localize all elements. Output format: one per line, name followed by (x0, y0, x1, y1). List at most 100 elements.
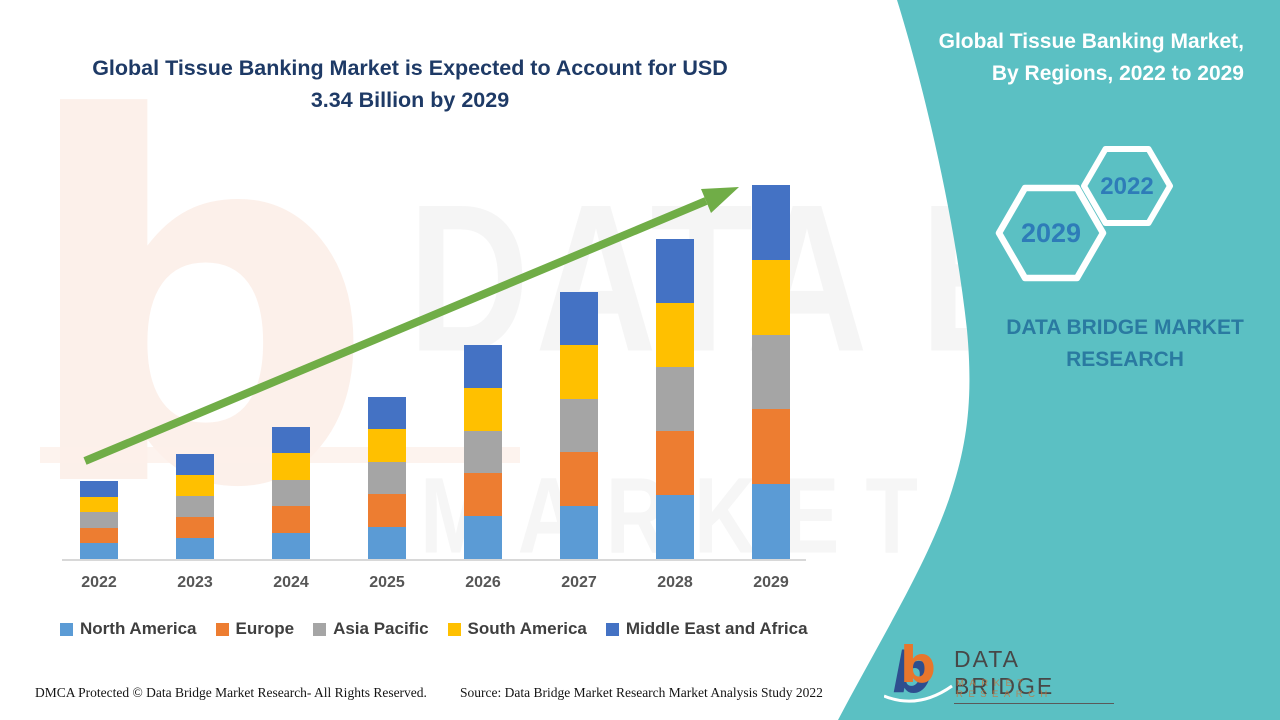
stacked-bar-2027 (560, 292, 598, 559)
chart-legend: North America Europe Asia Pacific South Ame… (60, 617, 830, 641)
legend-label: Middle East and Africa (625, 619, 808, 638)
bar-segment-south-america (368, 429, 406, 462)
legend-swatch (313, 622, 327, 636)
page-title-line1: Global Tissue Banking Market is Expected… (92, 56, 728, 80)
stacked-bar-chart: 2022 2023 2024 2025 2026 2027 2028 2029 (62, 185, 806, 591)
bar-segment-north-america (656, 495, 694, 559)
data-bridge-logo-icon: b b (883, 636, 953, 706)
bar-segment-europe (752, 409, 790, 485)
bar-segment-europe (272, 506, 310, 533)
data-bridge-logo: b b DATA BRIDGE MARKET RESEARCH (883, 634, 1114, 708)
x-axis-label-2023: 2023 (177, 574, 213, 591)
legend-item-middle-east-and-africa: Middle East and Africa (605, 619, 808, 639)
bar-segment-middle-east-and-africa (752, 185, 790, 260)
bar-segment-north-america (176, 538, 214, 559)
bar-segment-europe (560, 452, 598, 506)
stacked-bar-2023 (176, 454, 214, 559)
x-axis-label-2022: 2022 (81, 574, 117, 591)
panel-heading: Global Tissue Banking Market, By Regions… (824, 26, 1244, 90)
bar-segment-asia-pacific (368, 461, 406, 495)
bar-segment-middle-east-and-africa (176, 454, 214, 475)
x-axis-label-2024: 2024 (273, 574, 309, 591)
bar-segment-europe (176, 517, 214, 538)
logo-tagline: MARKET RESEARCH (956, 678, 1053, 700)
legend-swatch (605, 622, 619, 636)
x-axis-label-2028: 2028 (657, 574, 693, 591)
logo-swoosh (883, 684, 953, 703)
bar-segment-north-america (80, 543, 118, 559)
bar-segment-asia-pacific (464, 430, 502, 474)
bar-segment-south-america (464, 387, 502, 431)
stacked-bar-2029 (752, 185, 790, 559)
stacked-bar-2026 (464, 345, 502, 559)
hexagon-2022: 2022 (1081, 146, 1173, 226)
x-axis-label-2029: 2029 (753, 574, 789, 591)
legend-label: South America (467, 619, 587, 638)
logo-name: DATA BRIDGE (954, 646, 1114, 704)
year-hexagons: 2022 2029 (995, 146, 1173, 282)
stacked-bar-2028 (656, 239, 694, 559)
bar-segment-south-america (80, 496, 118, 513)
x-axis-line (62, 559, 806, 561)
legend-label: North America (80, 619, 197, 638)
bar-segment-south-america (752, 259, 790, 335)
panel-heading-line2: By Regions, 2022 to 2029 (991, 62, 1244, 85)
brand-text: DATA BRIDGE MARKET RESEARCH (975, 312, 1275, 376)
bar-segment-south-america (560, 345, 598, 399)
bar-segment-south-america (656, 303, 694, 367)
bar-segment-europe (368, 494, 406, 527)
bar-segment-asia-pacific (752, 334, 790, 410)
bar-segment-middle-east-and-africa (464, 345, 502, 388)
bar-segment-north-america (368, 526, 406, 559)
legend-item-europe: Europe (215, 619, 295, 639)
bar-segment-asia-pacific (560, 398, 598, 453)
legend-item-south-america: South America (447, 619, 587, 639)
bar-segment-south-america (176, 475, 214, 496)
bar-segment-north-america (272, 532, 310, 559)
bar-segment-asia-pacific (80, 512, 118, 528)
stacked-bar-2025 (368, 397, 406, 559)
hexagon-2029-outline (995, 184, 1107, 282)
bar-segment-asia-pacific (176, 496, 214, 517)
bar-segment-middle-east-and-africa (80, 481, 118, 497)
logo-b-blue: b (892, 641, 932, 706)
x-axis-label-2025: 2025 (369, 574, 405, 591)
bar-segment-north-america (560, 505, 598, 559)
x-axis-label-2027: 2027 (561, 574, 597, 591)
brand-text-line2: RESEARCH (1066, 348, 1184, 371)
stacked-bar-2022 (80, 481, 118, 559)
legend-label: Asia Pacific (333, 619, 429, 638)
stacked-bar-2024 (272, 427, 310, 559)
bar-segment-europe (80, 527, 118, 544)
bar-segment-middle-east-and-africa (368, 397, 406, 430)
bar-segment-south-america (272, 453, 310, 480)
page-title: Global Tissue Banking Market is Expected… (60, 52, 760, 116)
brand-text-line1: DATA BRIDGE MARKET (1006, 316, 1244, 339)
bar-segment-europe (464, 473, 502, 517)
legend-swatch (447, 622, 461, 636)
legend-item-north-america: North America (60, 619, 197, 639)
legend-swatch (215, 622, 229, 636)
bar-segment-europe (656, 431, 694, 495)
bar-segment-middle-east-and-africa (656, 239, 694, 303)
bar-segment-asia-pacific (272, 479, 310, 507)
bar-segment-middle-east-and-africa (560, 292, 598, 346)
hexagon-2029: 2029 (995, 184, 1107, 282)
x-axis-label-2026: 2026 (465, 574, 501, 591)
bar-segment-north-america (752, 484, 790, 559)
trend-arrow (83, 187, 739, 465)
legend-label: Europe (235, 619, 295, 638)
panel-heading-line1: Global Tissue Banking Market, (938, 30, 1244, 53)
bar-segment-middle-east-and-africa (272, 427, 310, 454)
hexagon-2022-outline (1081, 146, 1173, 226)
bar-segment-north-america (464, 516, 502, 559)
hexagon-2022-label: 2022 (1100, 173, 1153, 200)
source-note: Source: Data Bridge Market Research Mark… (460, 685, 823, 700)
hexagon-2029-label: 2029 (1021, 218, 1081, 248)
page-title-line2: 3.34 Billion by 2029 (310, 88, 510, 112)
legend-swatch (60, 622, 73, 636)
logo-b-orange: b (900, 636, 936, 694)
trend-arrow-head (701, 187, 739, 213)
dmca-notice: DMCA Protected © Data Bridge Market Rese… (35, 685, 427, 700)
